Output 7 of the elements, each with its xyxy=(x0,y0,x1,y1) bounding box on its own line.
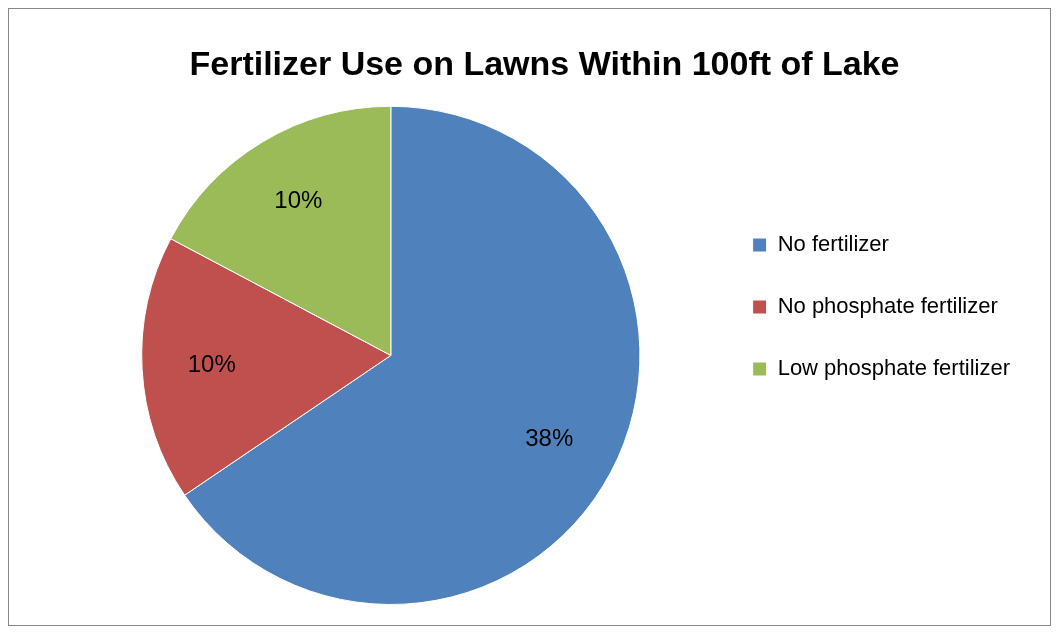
legend-label: No phosphate fertilizer xyxy=(777,293,998,319)
legend-label: No fertilizer xyxy=(777,231,889,257)
legend-label: Low phosphate fertilizer xyxy=(777,355,1011,381)
data-label: 38% xyxy=(525,424,574,452)
data-label: 10% xyxy=(274,186,323,214)
data-label: 10% xyxy=(187,349,236,377)
chart-title: Fertilizer Use on Lawns Within 100ft of Lake xyxy=(189,43,900,82)
